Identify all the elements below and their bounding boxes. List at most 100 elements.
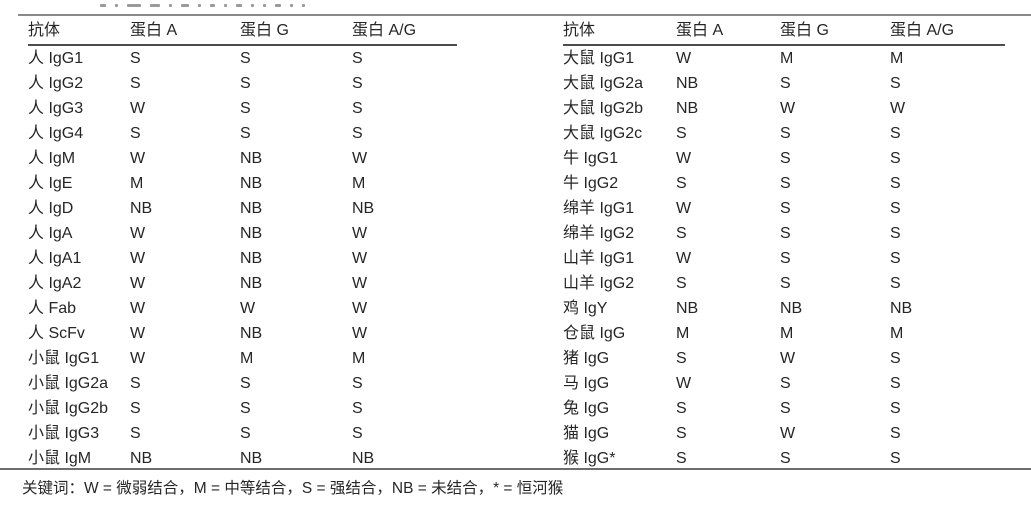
binding-value: NB	[240, 150, 263, 167]
antibody-label: 人 IgG2	[28, 75, 84, 92]
binding-value: S	[352, 425, 363, 442]
antibody-label: 马 IgG	[563, 375, 610, 392]
table-row: 仓鼠 IgG M M M	[563, 321, 1005, 346]
table-row: 人 IgD NB NB NB	[28, 196, 457, 221]
binding-value: W	[130, 250, 146, 267]
binding-value: NB	[240, 275, 263, 292]
binding-value: NB	[240, 225, 263, 242]
binding-value: S	[130, 125, 141, 142]
bottom-rule	[0, 468, 1031, 470]
antibody-label: 人 IgA	[28, 225, 73, 242]
antibody-label: 小鼠 IgM	[28, 450, 92, 467]
antibody-label: 人 IgD	[28, 200, 74, 217]
table-row: 马 IgG W S S	[563, 371, 1005, 396]
table-row: 大鼠 IgG1 W M M	[563, 46, 1005, 71]
binding-value: S	[676, 450, 687, 467]
antibody-label: 大鼠 IgG2a	[563, 75, 644, 92]
binding-value: S	[676, 175, 687, 192]
binding-value: NB	[890, 300, 913, 317]
table-row: 人 ScFv W NB W	[28, 321, 457, 346]
table-row: 兔 IgG S S S	[563, 396, 1005, 421]
table-row: 小鼠 IgM NB NB NB	[28, 446, 457, 471]
binding-value: S	[130, 50, 141, 67]
antibody-label: 小鼠 IgG2b	[28, 400, 109, 417]
table-row: 绵羊 IgG2 S S S	[563, 221, 1005, 246]
antibody-label: 大鼠 IgG2b	[563, 100, 644, 117]
binding-value: S	[352, 375, 363, 392]
binding-value: S	[130, 400, 141, 417]
binding-value: W	[240, 300, 256, 317]
table-row: 小鼠 IgG3 S S S	[28, 421, 457, 446]
column-header-protein-a: 蛋白 A	[130, 22, 178, 39]
table-row: 猫 IgG S W S	[563, 421, 1005, 446]
binding-value: M	[352, 350, 366, 367]
binding-value: S	[240, 100, 251, 117]
column-header-protein-a: 蛋白 A	[676, 22, 724, 39]
antibody-label: 人 IgM	[28, 150, 76, 167]
binding-value: S	[890, 225, 901, 242]
antibody-label: 兔 IgG	[563, 400, 610, 417]
antibody-label: 人 IgG3	[28, 100, 84, 117]
table-row: 小鼠 IgG2a S S S	[28, 371, 457, 396]
binding-value: S	[676, 125, 687, 142]
binding-value: W	[352, 300, 368, 317]
table-row: 大鼠 IgG2b NB W W	[563, 96, 1005, 121]
binding-value: M	[240, 350, 254, 367]
table-row: 人 IgM W NB W	[28, 146, 457, 171]
binding-value: M	[352, 175, 366, 192]
binding-value: NB	[240, 450, 263, 467]
table-row: 山羊 IgG1 W S S	[563, 246, 1005, 271]
binding-value: S	[780, 200, 791, 217]
antibody-label: 绵羊 IgG2	[563, 225, 635, 242]
antibody-label: 小鼠 IgG3	[28, 425, 100, 442]
antibody-label: 人 IgE	[28, 175, 73, 192]
binding-value: S	[676, 225, 687, 242]
table-row: 山羊 IgG2 S S S	[563, 271, 1005, 296]
binding-value: W	[352, 150, 368, 167]
binding-value: S	[890, 250, 901, 267]
binding-value: S	[352, 75, 363, 92]
binding-value: M	[890, 325, 904, 342]
antibody-label: 猪 IgG	[563, 350, 610, 367]
antibody-label: 山羊 IgG2	[563, 275, 635, 292]
binding-value: S	[890, 400, 901, 417]
binding-value: S	[352, 125, 363, 142]
antibody-label: 大鼠 IgG2c	[563, 125, 643, 142]
top-rule	[18, 14, 1031, 16]
binding-value: M	[676, 325, 690, 342]
binding-value: S	[890, 150, 901, 167]
binding-value: NB	[676, 100, 699, 117]
table-row: 人 IgG2 S S S	[28, 71, 457, 96]
table-row: 人 IgA2 W NB W	[28, 271, 457, 296]
binding-table-left: 抗体 蛋白 A 蛋白 G 蛋白 A/G 人 IgG1 S S S 人 IgG2 S S S 人 …	[28, 18, 457, 471]
binding-value: NB	[130, 450, 153, 467]
antibody-label: 猫 IgG	[563, 425, 610, 442]
binding-value: S	[780, 150, 791, 167]
binding-value: W	[352, 250, 368, 267]
binding-value: M	[780, 50, 794, 67]
antibody-label: 人 IgG1	[28, 50, 84, 67]
column-header-protein-g: 蛋白 G	[780, 22, 829, 39]
column-header-protein-ag: 蛋白 A/G	[352, 22, 417, 39]
binding-value: W	[352, 325, 368, 342]
binding-value: W	[352, 225, 368, 242]
binding-value: S	[780, 175, 791, 192]
antibody-label: 人 IgA1	[28, 250, 82, 267]
binding-value: S	[352, 50, 363, 67]
legend-text: 关键词：W = 微弱结合，M = 中等结合，S = 强结合，NB = 未结合，*…	[22, 480, 564, 497]
antibody-label: 大鼠 IgG1	[563, 50, 635, 67]
binding-value: S	[240, 400, 251, 417]
column-header-protein-ag: 蛋白 A/G	[890, 22, 955, 39]
binding-value: W	[130, 350, 146, 367]
binding-value: W	[780, 100, 796, 117]
binding-value: W	[676, 375, 692, 392]
binding-value: S	[676, 275, 687, 292]
column-header-protein-g: 蛋白 G	[240, 22, 289, 39]
binding-value: S	[890, 350, 901, 367]
antibody-label: 牛 IgG2	[563, 175, 619, 192]
table-row: 鸡 IgY NB NB NB	[563, 296, 1005, 321]
binding-value: W	[676, 200, 692, 217]
binding-value: S	[240, 375, 251, 392]
binding-value: NB	[240, 200, 263, 217]
table-row: 大鼠 IgG2a NB S S	[563, 71, 1005, 96]
